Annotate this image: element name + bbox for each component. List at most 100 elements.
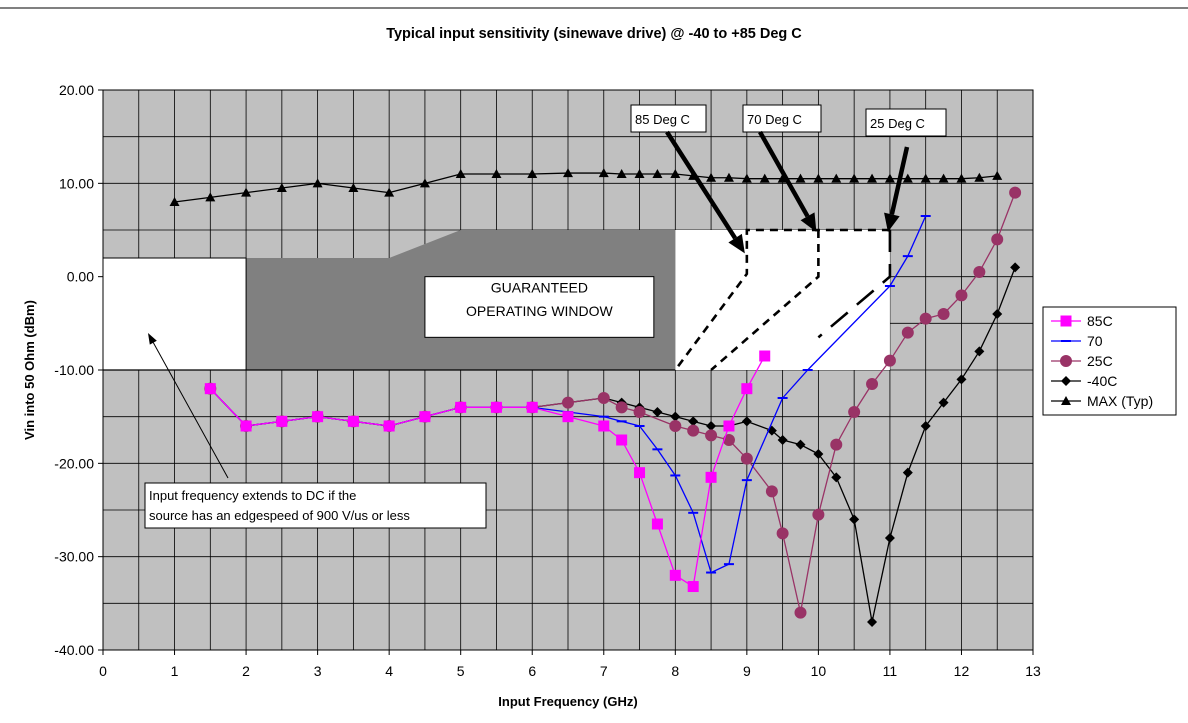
callout-25-label: 25 Deg C — [870, 116, 925, 131]
limit-line-25c — [817, 230, 892, 339]
data-point-25c — [597, 392, 610, 404]
data-point-40c — [920, 421, 931, 431]
data-point-40c — [884, 533, 895, 543]
y-tick-label: -20.00 — [54, 455, 94, 471]
window-label-line-2: OPERATING WINDOW — [466, 303, 614, 319]
data-point-max-typ — [598, 168, 609, 178]
data-point-85c — [651, 518, 663, 530]
data-point-max-typ — [974, 172, 985, 182]
x-tick-label: 5 — [457, 663, 465, 679]
data-point-max-typ — [723, 172, 734, 182]
x-tick-label: 12 — [954, 663, 970, 679]
data-point-25c — [705, 429, 718, 442]
dc-note-arrow-line — [152, 342, 229, 479]
x-tick-label: 13 — [1025, 663, 1041, 679]
legend-marker-max-typ — [1061, 396, 1071, 405]
data-point-max-typ — [992, 170, 1003, 180]
data-point-40c — [974, 346, 985, 357]
x-tick-label: 4 — [385, 663, 393, 679]
dc-note-line-1: Input frequency extends to DC if the — [149, 488, 356, 503]
data-point-25c — [740, 452, 753, 465]
data-point-max-typ — [205, 192, 216, 202]
callout-70-arrow-head — [800, 212, 817, 232]
data-point-max-typ — [956, 173, 967, 183]
callout-85-arrow-line — [665, 130, 738, 240]
high-frequency-white-region — [675, 230, 890, 370]
data-point-40c — [902, 467, 913, 478]
dc-note-arrow-head — [148, 333, 157, 345]
data-point-max-typ — [759, 173, 770, 183]
data-point-25c — [615, 401, 628, 414]
dc-note: Input frequency extends to DC if the sou… — [144, 333, 487, 529]
legend-marker-40c — [1061, 376, 1071, 386]
data-point-85c — [562, 411, 574, 423]
data-point-40c — [938, 397, 949, 408]
data-point-25c — [562, 396, 574, 409]
callout-25-box — [865, 108, 947, 137]
dc-white-region — [102, 257, 247, 371]
data-point-max-typ — [616, 169, 627, 178]
data-point-max-typ — [813, 173, 824, 183]
series-85c — [204, 350, 771, 593]
legend-label-40c: -40C — [1087, 373, 1117, 389]
data-point-max-typ — [849, 173, 860, 183]
data-point-25c — [866, 378, 879, 390]
dc-note-box — [144, 482, 487, 529]
callout-70-box — [742, 104, 822, 133]
data-point-max-typ — [831, 173, 842, 183]
data-point-max-typ — [527, 169, 538, 178]
data-point-25c — [919, 312, 932, 325]
data-point-max-typ — [795, 173, 806, 183]
data-point-25c — [955, 289, 968, 302]
data-point-85c — [419, 411, 431, 423]
data-point-max-typ — [169, 197, 180, 206]
y-axis-label: Vin into 50 Ohm (dBm) — [22, 300, 37, 440]
x-tick-label: 3 — [314, 663, 322, 679]
data-point-85c — [598, 420, 610, 432]
series-layer — [169, 168, 1022, 627]
legend-label-max-typ: MAX (Typ) — [1087, 393, 1153, 409]
x-tick-label: 9 — [743, 663, 751, 679]
x-tick-label: 8 — [671, 663, 679, 679]
window-label-box — [424, 276, 655, 338]
data-point-40c — [813, 449, 824, 459]
data-point-max-typ — [419, 178, 430, 188]
temperature-limit-lines — [674, 228, 892, 371]
data-point-85c — [634, 467, 646, 479]
x-tick-label: 11 — [883, 663, 898, 679]
data-point-25c — [937, 308, 950, 320]
data-point-85c — [240, 420, 252, 432]
y-tick-label: -40.00 — [54, 642, 94, 658]
data-point-40c — [741, 416, 752, 427]
y-tick-label: 0.00 — [67, 269, 94, 285]
data-point-max-typ — [938, 173, 949, 183]
data-point-85c — [687, 581, 699, 593]
data-point-25c — [633, 406, 646, 418]
data-point-25c — [669, 420, 682, 432]
callout-85-arrow-head — [728, 233, 745, 254]
x-tick-label: 2 — [242, 663, 250, 679]
y-axis: -40.00 -30.00 -20.00 -10.00 0.00 10.00 20.00 — [54, 82, 103, 658]
chart-title: Typical input sensitivity (sinewave driv… — [386, 26, 802, 42]
data-point-25c — [991, 233, 1004, 246]
data-point-40c — [867, 617, 878, 627]
callout-70-label: 70 Deg C — [747, 112, 802, 127]
x-tick-label: 6 — [528, 663, 536, 679]
data-point-40c — [795, 439, 806, 450]
data-point-40c — [992, 309, 1003, 319]
data-point-max-typ — [276, 183, 287, 192]
data-point-25c — [1009, 186, 1022, 199]
x-axis: 0 1 2 3 4 5 6 7 8 9 10 11 12 13 — [99, 650, 1041, 679]
data-point-25c — [794, 606, 807, 619]
data-point-85c — [526, 401, 538, 413]
legend-label-25c: 25C — [1087, 353, 1113, 369]
legend-marker-25c — [1060, 355, 1072, 367]
y-tick-label: -10.00 — [54, 362, 94, 378]
data-point-max-typ — [455, 169, 466, 178]
data-point-max-typ — [348, 183, 359, 192]
data-point-85c — [669, 569, 681, 581]
data-point-25c — [973, 266, 986, 278]
data-point-max-typ — [491, 169, 502, 178]
data-point-85c — [616, 434, 628, 446]
y-tick-label: 20.00 — [59, 82, 94, 98]
